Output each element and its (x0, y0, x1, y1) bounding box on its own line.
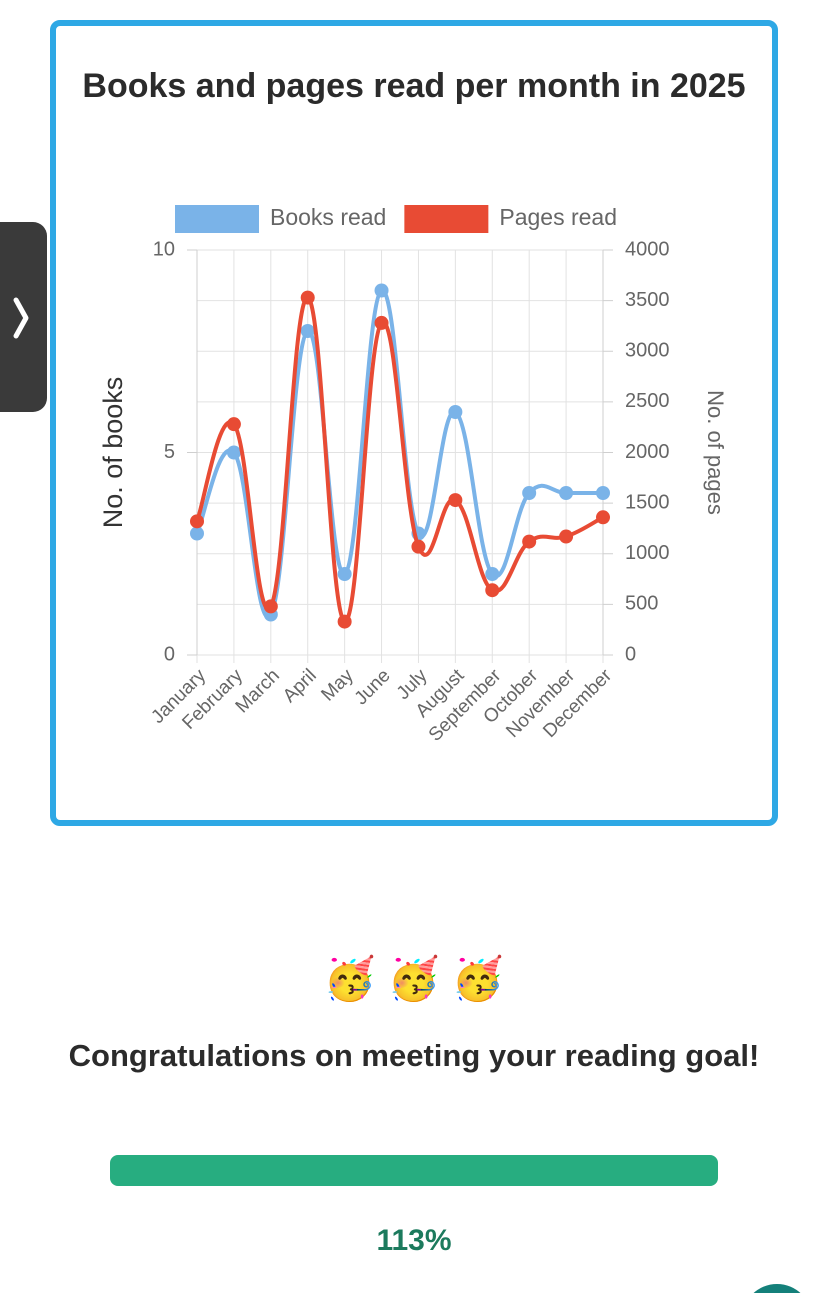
data-point (374, 315, 389, 330)
y2-tick-label: 500 (625, 593, 658, 615)
chart: 0 5 10 0 500 1000 1500 2000 2500 3000 3500 4000 No. … (98, 204, 728, 746)
y-tick-label: 5 (164, 441, 175, 463)
legend-label: Pages read (499, 204, 617, 230)
y2-tick-label: 2500 (625, 390, 670, 412)
data-point (226, 417, 241, 432)
progress-label: 113% (376, 1224, 452, 1257)
data-point (226, 445, 241, 460)
y2-tick-label: 3000 (625, 340, 670, 362)
data-point (596, 510, 610, 525)
data-point (559, 486, 574, 500)
y2-tick-label: 1000 (625, 542, 670, 564)
data-point (337, 567, 352, 581)
chart-card (50, 20, 778, 826)
data-point (374, 283, 389, 298)
data-point (522, 486, 537, 500)
side-panel-toggle[interactable] (0, 222, 47, 412)
data-point (300, 290, 315, 305)
data-point (522, 534, 537, 549)
y2-tick-label: 4000 (625, 238, 670, 260)
data-point (485, 583, 500, 598)
congratulations-message: Congratulations on meeting your reading … (68, 1038, 760, 1073)
data-point (559, 529, 574, 544)
data-point (300, 324, 315, 338)
data-point (448, 405, 463, 419)
y2-axis-title: No. of pages (703, 390, 728, 515)
celebration-emojis: 🥳 🥳 🥳 (323, 955, 505, 1002)
progress-bar (110, 1155, 718, 1186)
data-point (190, 514, 204, 529)
chevron-icon (13, 297, 29, 339)
legend-label: Books read (270, 204, 386, 230)
y-axis-title: No. of books (98, 377, 128, 529)
y2-tick-label: 0 (625, 643, 636, 665)
data-point (596, 486, 610, 500)
x-tick-label: April (279, 665, 321, 707)
data-point (337, 614, 352, 629)
x-tick-label: May (317, 665, 358, 706)
data-point (411, 539, 426, 554)
y2-tick-label: 3500 (625, 289, 670, 311)
legend-swatch (404, 205, 489, 233)
y-tick-label: 10 (153, 238, 175, 260)
y2-tick-label: 1500 (625, 491, 670, 513)
data-point (485, 567, 500, 581)
data-point (190, 526, 204, 541)
data-point (448, 493, 463, 508)
series-line (195, 295, 604, 624)
y2-tick-label: 2000 (625, 441, 670, 463)
data-point (263, 599, 278, 614)
x-tick-label: June (351, 665, 395, 709)
floating-button[interactable] (742, 1284, 812, 1293)
legend-swatch (175, 205, 259, 233)
chart-title: Books and pages read per month in 2025 (82, 67, 746, 105)
y-tick-label: 0 (164, 643, 175, 665)
